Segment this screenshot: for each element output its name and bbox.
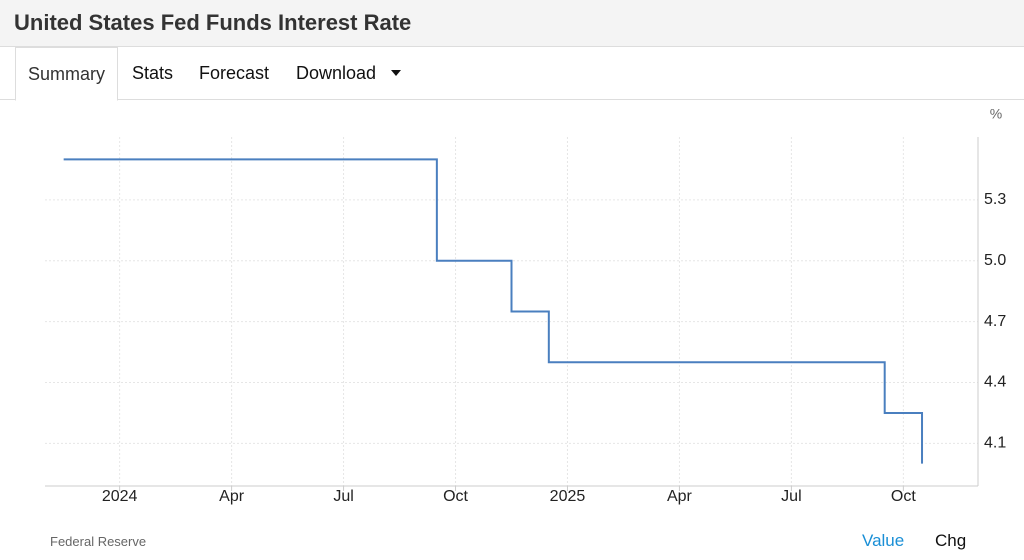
tab[interactable]: Summary <box>15 47 119 101</box>
x-tick-label: 2025 <box>550 488 586 505</box>
y-tick-label: 4.4 <box>984 374 1006 391</box>
y-tick-label: 5.3 <box>984 191 1006 208</box>
tab[interactable]: Download <box>296 63 377 83</box>
dropdown-arrow <box>391 70 401 76</box>
y-tick-label: 4.1 <box>984 435 1006 452</box>
tab[interactable]: Stats <box>132 63 174 83</box>
tab[interactable]: Forecast <box>199 63 270 83</box>
x-tick-label: Apr <box>219 488 245 505</box>
toggle-button[interactable]: Chg <box>935 531 967 550</box>
y-tick-label: 5.0 <box>984 252 1006 269</box>
tab-bar: Summary Stats Forecast Download <box>0 47 1024 101</box>
unit-label: % <box>990 106 1002 122</box>
source: Federal Reserve <box>50 534 147 549</box>
x-tick-label: 2024 <box>102 488 138 505</box>
chart: % 4.1 4.4 4.7 5.0 5.3 2024 Apr Jul Oct 2025 Apr Jul… <box>45 106 1006 505</box>
y-tick-label: 4.7 <box>984 313 1006 330</box>
data-line <box>63 158 924 464</box>
toggle-button[interactable]: Value <box>862 531 905 550</box>
x-tick-label: Oct <box>443 488 468 505</box>
x-tick-label: Oct <box>891 488 916 505</box>
header: United States Fed Funds Interest Rate <box>0 0 1024 47</box>
x-tick-label: Apr <box>667 488 693 505</box>
x-tick-label: Jul <box>781 488 801 505</box>
x-tick-label: Jul <box>333 488 353 505</box>
page-title: United States Fed Funds Interest Rate <box>14 10 412 35</box>
